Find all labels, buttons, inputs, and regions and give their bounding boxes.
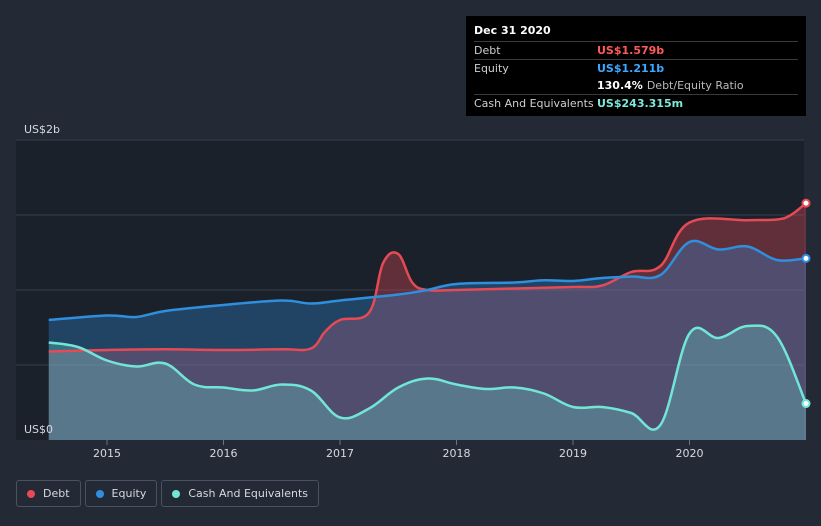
x-tick-label: 2020 xyxy=(676,447,704,460)
end-marker-cash xyxy=(801,399,811,409)
line-cash xyxy=(48,324,808,431)
legend-label-equity: Equity xyxy=(111,487,147,500)
legend-dot-equity-icon xyxy=(95,489,104,498)
tooltip-row-ratio: 130.4% Debt/Equity Ratio xyxy=(474,77,798,94)
axis-labels: US$2b US$0 2015 2016 2017 2018 2019 2020 xyxy=(24,123,704,460)
end-marker-debt xyxy=(801,198,811,208)
tooltip-row-cash: Cash And Equivalents US$243.315m xyxy=(474,94,798,112)
series-lines xyxy=(48,202,808,431)
legend-item-cash[interactable]: Cash And Equivalents xyxy=(161,480,319,507)
x-tick-label: 2015 xyxy=(93,447,121,460)
data-tooltip: Dec 31 2020 Debt US$1.579b Equity US$1.2… xyxy=(466,16,806,116)
legend-label-cash: Cash And Equivalents xyxy=(188,487,308,500)
line-equity xyxy=(48,239,807,322)
tooltip-debt-value: US$1.579b xyxy=(597,44,665,57)
tooltip-equity-value: US$1.211b xyxy=(597,62,665,75)
area-cash xyxy=(48,325,806,440)
tooltip-cash-label: Cash And Equivalents xyxy=(474,97,594,110)
tooltip-cash-value: US$243.315m xyxy=(597,97,684,110)
line-debt xyxy=(48,202,807,353)
tooltip-ratio-label: Debt/Equity Ratio xyxy=(646,79,744,92)
legend-dot-debt-icon xyxy=(27,489,35,498)
legend-dot-cash-icon xyxy=(172,489,181,498)
y-tick-label: US$0 xyxy=(24,423,53,436)
x-tick-label: 2017 xyxy=(326,447,354,460)
x-tick-label: 2018 xyxy=(443,447,471,460)
tooltip-ratio-value: 130.4% xyxy=(597,79,643,92)
y-tick-label: US$2b xyxy=(24,123,60,136)
legend-label-debt: Debt xyxy=(43,487,70,500)
tooltip-debt-label: Debt xyxy=(474,44,501,57)
legend-item-debt[interactable]: Debt xyxy=(16,480,81,507)
area-debt xyxy=(48,203,806,440)
chart-legend: Debt Equity Cash And Equivalents xyxy=(16,480,323,507)
end-markers xyxy=(801,198,811,409)
end-marker-equity xyxy=(801,253,811,263)
tooltip-equity-label: Equity xyxy=(474,62,509,75)
tooltip-row-debt: Debt US$1.579b xyxy=(474,41,798,59)
x-tick-label: 2019 xyxy=(559,447,587,460)
tooltip-row-equity: Equity US$1.211b xyxy=(474,59,798,77)
tooltip-date: Dec 31 2020 xyxy=(474,24,551,37)
x-tick-label: 2016 xyxy=(210,447,238,460)
legend-item-equity[interactable]: Equity xyxy=(84,480,158,507)
